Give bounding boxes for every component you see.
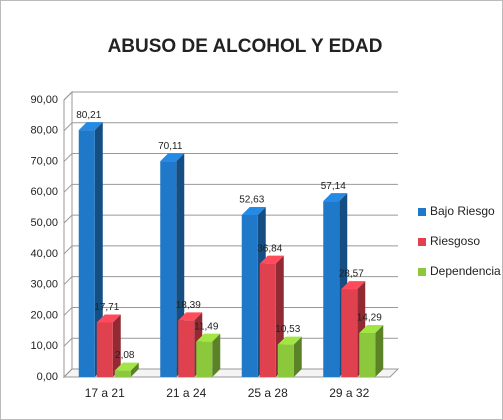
bar (277, 344, 294, 377)
bar (178, 320, 195, 377)
value-label: 18,39 (176, 300, 201, 311)
value-label: 80,21 (76, 110, 101, 121)
y-tick-label: 80,00 (30, 125, 58, 137)
bar (241, 215, 258, 377)
value-label: 17,71 (94, 302, 119, 313)
bar-top (341, 281, 366, 290)
grid-line (63, 214, 398, 224)
grid-line (63, 91, 398, 101)
y-tick-label: 40,00 (30, 248, 58, 260)
bar-side (94, 122, 103, 378)
bar (323, 201, 340, 377)
bar (96, 322, 113, 377)
legend-label: Dependencia (430, 264, 501, 278)
bar (160, 161, 177, 377)
grid-line (63, 245, 398, 255)
value-label: 36,84 (257, 243, 282, 254)
bar-top (114, 362, 139, 371)
chart-title: ABUSO DE ALCOHOL Y EDAD (108, 36, 383, 57)
grid-line (63, 276, 398, 286)
bar-top (241, 207, 266, 216)
bar-top (259, 255, 284, 264)
grid-line (63, 183, 398, 193)
x-tick-label: 21 a 24 (166, 386, 206, 400)
bar (259, 263, 276, 377)
x-tick-label: 29 a 32 (329, 386, 369, 400)
bar-top (323, 193, 348, 202)
value-label: 14,29 (357, 313, 382, 324)
legend-swatch (418, 268, 426, 276)
value-label: 2,08 (115, 350, 135, 361)
y-tick-label: 30,00 (30, 279, 58, 291)
y-tick-label: 60,00 (30, 186, 58, 198)
grid-line (63, 153, 398, 162)
bar (78, 130, 95, 377)
grid-line (63, 306, 398, 316)
bar-side (212, 333, 221, 377)
bar-top (96, 314, 121, 323)
value-label: 57,14 (321, 181, 346, 192)
bar-top (277, 336, 302, 345)
value-label: 28,57 (339, 269, 364, 280)
x-tick-label: 25 a 28 (248, 386, 288, 400)
legend-label: Bajo Riesgo (430, 204, 495, 218)
legend-label: Riesgoso (430, 234, 480, 248)
bar (359, 333, 376, 377)
bar-side (293, 336, 302, 377)
bar-top (178, 312, 203, 321)
value-label: 52,63 (239, 195, 264, 206)
y-tick-label: 70,00 (30, 155, 58, 167)
y-tick-label: 10,00 (30, 340, 58, 352)
bar-side (130, 362, 139, 377)
bar-top (359, 325, 384, 334)
bar-side (112, 314, 121, 377)
bar (341, 289, 358, 377)
legend-swatch (418, 208, 426, 216)
bar-side (375, 325, 384, 377)
y-tick-label: 90,00 (30, 94, 58, 106)
x-tick-label: 17 a 21 (85, 386, 125, 400)
y-tick-label: 50,00 (30, 217, 58, 229)
value-label: 10,53 (275, 324, 300, 335)
value-label: 70,11 (158, 141, 183, 152)
grid-line (63, 122, 398, 132)
bar-top (160, 153, 185, 162)
bar (114, 370, 131, 377)
legend-swatch (418, 238, 426, 246)
bar-top (78, 122, 103, 131)
bar (196, 341, 213, 377)
y-tick-label: 0,00 (37, 371, 58, 383)
bar-top (196, 333, 221, 342)
y-tick-label: 20,00 (30, 309, 58, 321)
value-label: 11,49 (194, 321, 219, 332)
